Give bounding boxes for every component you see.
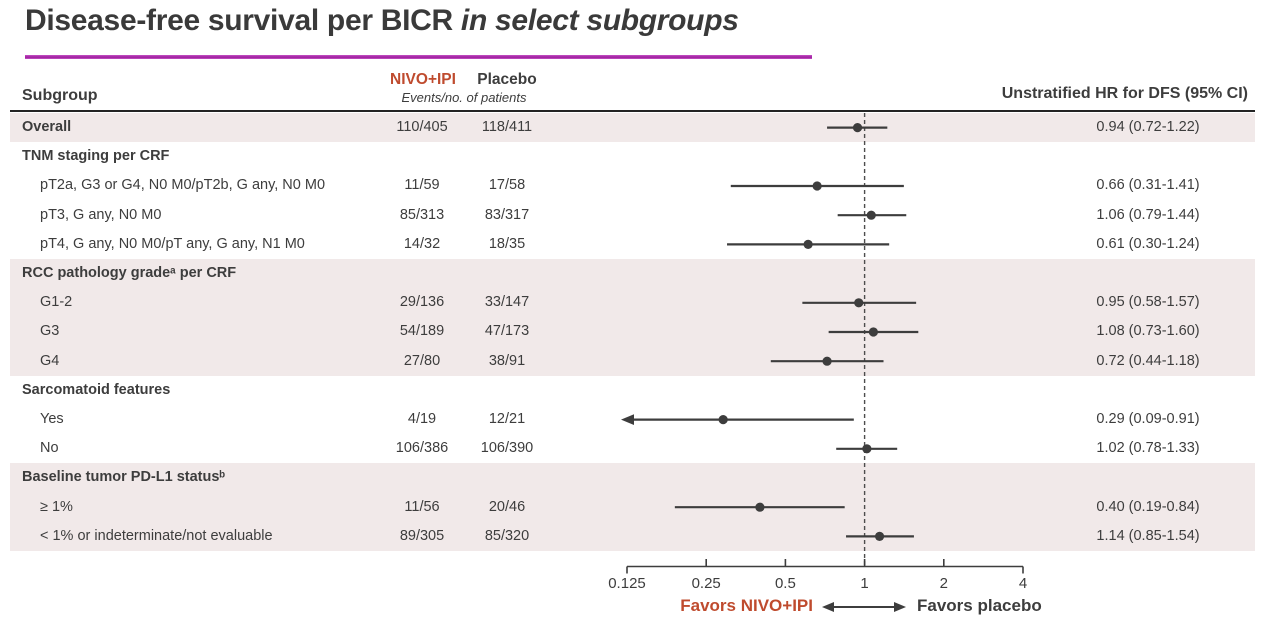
table-row: G4 27/80 38/91 0.72 (0.44-1.18) xyxy=(10,346,1255,376)
page-title-regular: Disease-free survival per BICR xyxy=(25,4,461,37)
subgroup-label: TNM staging per CRF xyxy=(22,148,170,165)
subgroup-label: G1-2 xyxy=(40,294,73,311)
table-row: pT3, G any, N0 M0 85/313 83/317 1.06 (0.79-… xyxy=(10,201,1255,230)
x-axis-tick-label: 0.25 xyxy=(691,575,721,592)
nivo-events-value: 14/32 xyxy=(403,235,441,252)
table-row: Overall 110/405 118/411 0.94 (0.72-1.22) xyxy=(10,113,1255,143)
nivo-events-value: 27/80 xyxy=(403,352,441,369)
nivo-events-value: 106/386 xyxy=(395,440,449,457)
placebo-events-value: 12/21 xyxy=(488,411,526,427)
placebo-events-value: 17/58 xyxy=(488,177,526,194)
hr-ci-value: 1.02 (0.78-1.33) xyxy=(1096,440,1200,457)
placebo-events-value: 47/173 xyxy=(484,323,530,340)
nivo-events-value: 89/305 xyxy=(399,527,445,544)
header-divider-rule xyxy=(10,110,1255,112)
subgroup-label: ≥ 1% xyxy=(40,498,73,515)
table-row: No 106/386 106/390 1.02 (0.78-1.33) xyxy=(10,434,1255,463)
favors-nivo-ipi-label: Favors NIVO+IPI xyxy=(680,596,813,615)
column-header-hr-ci: Unstratified HR for DFS (95% CI) xyxy=(1001,85,1248,102)
section-header-row: RCC pathology gradeᵃ per CRF xyxy=(10,259,1255,289)
nivo-events-value: 54/189 xyxy=(399,323,445,340)
subgroup-label: pT2a, G3 or G4, N0 M0/pT2b, G any, N0 M0 xyxy=(40,177,326,194)
hr-ci-value: 0.66 (0.31-1.41) xyxy=(1096,177,1200,194)
x-axis-tick-label: 2 xyxy=(939,575,948,592)
subgroup-label: pT4, G any, N0 M0/pT any, G any, N1 M0 xyxy=(40,235,305,252)
x-axis-tick-label: 0.5 xyxy=(774,575,796,592)
page-title-italic: in select subgroups xyxy=(460,4,739,37)
hr-ci-value: 1.08 (0.73-1.60) xyxy=(1096,323,1200,340)
section-header-row: Baseline tumor PD-L1 statusᵇ xyxy=(10,463,1255,493)
nivo-events-value: 11/59 xyxy=(404,177,440,194)
subgroup-label: G3 xyxy=(40,323,60,340)
hr-ci-value: 0.61 (0.30-1.24) xyxy=(1096,235,1200,252)
column-header-subgroup: Subgroup xyxy=(22,87,98,104)
subgroup-label: Baseline tumor PD-L1 statusᵇ xyxy=(22,469,226,486)
subgroup-label: pT3, G any, N0 M0 xyxy=(40,206,162,223)
subgroup-label: RCC pathology gradeᵃ per CRF xyxy=(22,265,237,281)
nivo-events-value: 4/19 xyxy=(407,411,437,427)
hr-ci-value: 0.29 (0.09-0.91) xyxy=(1096,411,1200,427)
x-axis-tick-label: 4 xyxy=(1018,575,1028,592)
nivo-events-value: 29/136 xyxy=(399,294,445,311)
placebo-events-value: 38/91 xyxy=(488,352,526,369)
x-axis-tick-label: 1 xyxy=(860,575,869,592)
column-header-nivo-ipi: NIVO+IPI xyxy=(390,71,456,88)
section-header-row: TNM staging per CRF xyxy=(10,142,1255,171)
x-axis-tick-label: 0.125 xyxy=(608,575,646,592)
hr-ci-value: 0.40 (0.19-0.84) xyxy=(1096,498,1200,515)
hr-ci-value: 0.72 (0.44-1.18) xyxy=(1096,352,1200,369)
favors-placebo-label: Favors placebo xyxy=(917,596,1042,615)
placebo-events-value: 83/317 xyxy=(484,206,530,223)
table-row: pT4, G any, N0 M0/pT any, G any, N1 M0 14… xyxy=(10,230,1255,259)
table-row: ≥ 1% 11/56 20/46 0.40 (0.19-0.84) xyxy=(10,492,1255,522)
placebo-events-value: 18/35 xyxy=(488,235,526,252)
subgroup-label: Overall xyxy=(22,119,72,135)
column-header-placebo: Placebo xyxy=(477,71,537,88)
nivo-events-value: 85/313 xyxy=(399,206,445,223)
hr-ci-value: 0.95 (0.58-1.57) xyxy=(1096,294,1200,311)
hr-ci-value: 1.06 (0.79-1.44) xyxy=(1096,206,1200,223)
nivo-events-value: 11/56 xyxy=(404,498,440,515)
placebo-events-value: 20/46 xyxy=(488,498,526,515)
table-row: G3 54/189 47/173 1.08 (0.73-1.60) xyxy=(10,317,1255,347)
placebo-events-value: 85/320 xyxy=(484,527,530,544)
section-header-row: Sarcomatoid features xyxy=(10,376,1255,405)
subgroup-label: G4 xyxy=(40,352,60,369)
hr-ci-value: 0.94 (0.72-1.22) xyxy=(1096,119,1200,135)
column-header-events-caption: Events/no. of patients xyxy=(401,90,527,105)
subgroup-label: < 1% or indeterminate/not evaluable xyxy=(40,527,273,544)
table-row: G1-2 29/136 33/147 0.95 (0.58-1.57) xyxy=(10,288,1255,318)
placebo-events-value: 106/390 xyxy=(480,440,534,457)
nivo-events-value: 110/405 xyxy=(396,119,448,135)
table-row: < 1% or indeterminate/not evaluable 89/30… xyxy=(10,521,1255,551)
hr-ci-value: 1.14 (0.85-1.54) xyxy=(1096,527,1200,544)
page-title: Disease-free survival per BICR in select… xyxy=(25,4,739,38)
placebo-events-value: 118/411 xyxy=(481,119,533,135)
table-row: Yes 4/19 12/21 0.29 (0.09-0.91) xyxy=(10,405,1255,434)
subgroup-label: Sarcomatoid features xyxy=(22,381,171,398)
table-row: pT2a, G3 or G4, N0 M0/pT2b, G any, N0 M0… xyxy=(10,171,1255,200)
subgroup-label: No xyxy=(40,440,59,457)
title-underline-rule xyxy=(25,55,812,59)
placebo-events-value: 33/147 xyxy=(484,294,530,311)
subgroup-label: Yes xyxy=(40,411,64,427)
